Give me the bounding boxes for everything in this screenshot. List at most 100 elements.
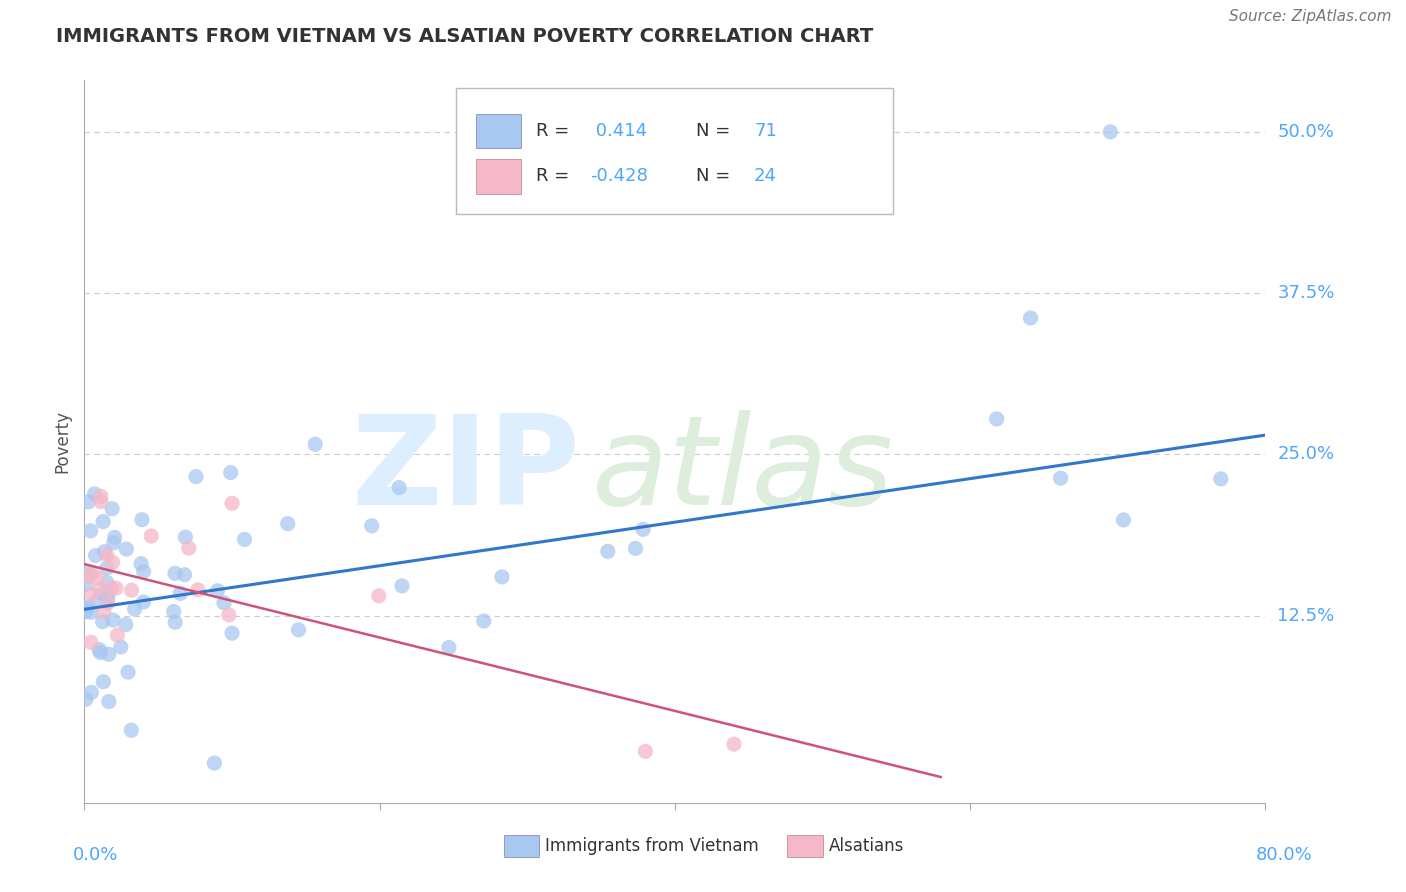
Point (97, 591, 120, 605)
Point (437, 640, 460, 655)
Point (219, 466, 242, 480)
Text: R =: R = (536, 122, 575, 140)
Point (163, 566, 186, 581)
Point (169, 586, 191, 600)
Text: Alsatians: Alsatians (828, 838, 904, 855)
FancyBboxPatch shape (477, 159, 522, 194)
Point (360, 518, 382, 533)
Point (391, 579, 413, 593)
Point (75, 578, 97, 592)
Point (207, 583, 229, 598)
Point (1049, 471, 1071, 485)
Point (77, 495, 100, 509)
FancyBboxPatch shape (503, 835, 538, 857)
Point (173, 567, 195, 582)
Point (304, 437, 326, 451)
Point (631, 522, 654, 536)
Point (986, 412, 1008, 426)
Y-axis label: Poverty: Poverty (53, 410, 72, 473)
Point (75, 602, 97, 616)
Text: 12.5%: 12.5% (1277, 607, 1334, 624)
Point (76, 565, 98, 579)
Point (221, 496, 243, 510)
Point (104, 530, 127, 544)
Point (121, 583, 143, 598)
Text: 0.414: 0.414 (591, 122, 647, 140)
Point (129, 557, 152, 571)
Point (79, 524, 101, 538)
Point (91, 674, 114, 689)
Point (117, 665, 139, 679)
Point (1019, 311, 1042, 326)
Point (184, 469, 207, 483)
Point (177, 541, 200, 556)
Point (89, 582, 111, 597)
Point (472, 614, 495, 628)
Point (202, 756, 225, 770)
Point (97, 694, 120, 708)
Point (80, 635, 103, 649)
Point (97, 648, 120, 662)
Point (96, 590, 118, 604)
Point (120, 723, 142, 738)
FancyBboxPatch shape (787, 835, 823, 857)
Text: Immigrants from Vietnam: Immigrants from Vietnam (546, 838, 759, 855)
Point (124, 602, 146, 616)
Point (89, 646, 111, 660)
Point (83, 487, 105, 501)
Point (101, 501, 124, 516)
Point (93, 604, 115, 618)
Point (165, 615, 187, 630)
Text: 80.0%: 80.0% (1256, 847, 1313, 864)
Point (277, 516, 299, 531)
Point (77, 599, 100, 614)
Point (634, 744, 657, 758)
Text: 24: 24 (754, 168, 778, 186)
Point (218, 607, 240, 622)
Point (84, 549, 107, 563)
Point (91, 586, 114, 600)
Point (1209, 472, 1232, 486)
Point (96, 575, 118, 590)
Text: -0.428: -0.428 (591, 168, 648, 186)
Point (132, 565, 155, 579)
Point (101, 555, 124, 569)
Point (105, 581, 128, 595)
Point (115, 542, 138, 557)
Point (187, 582, 209, 597)
Point (93, 544, 115, 558)
Text: Source: ZipAtlas.com: Source: ZipAtlas.com (1229, 9, 1392, 24)
Point (86, 594, 108, 608)
Text: 25.0%: 25.0% (1277, 445, 1334, 464)
Point (132, 595, 155, 609)
Point (101, 613, 124, 627)
Point (90, 494, 112, 508)
Point (89, 642, 111, 657)
Text: 0.0%: 0.0% (73, 847, 118, 864)
Text: N =: N = (696, 168, 737, 186)
FancyBboxPatch shape (457, 87, 893, 214)
Point (80, 605, 103, 619)
Point (212, 596, 235, 610)
Point (90, 490, 112, 504)
Text: N =: N = (696, 122, 737, 140)
Point (131, 513, 153, 527)
Point (75, 692, 97, 706)
Point (221, 626, 243, 640)
Point (491, 570, 513, 584)
Point (105, 628, 128, 642)
Text: ZIP: ZIP (352, 410, 581, 531)
Point (1099, 125, 1122, 139)
Point (141, 529, 163, 543)
Point (233, 533, 256, 547)
Point (114, 617, 136, 632)
Text: atlas: atlas (592, 410, 894, 531)
Point (388, 481, 411, 495)
Point (91, 515, 114, 529)
FancyBboxPatch shape (477, 113, 522, 148)
Point (100, 582, 122, 596)
Text: 50.0%: 50.0% (1277, 123, 1334, 141)
Text: R =: R = (536, 168, 569, 186)
Point (91, 615, 114, 629)
Point (624, 541, 647, 556)
